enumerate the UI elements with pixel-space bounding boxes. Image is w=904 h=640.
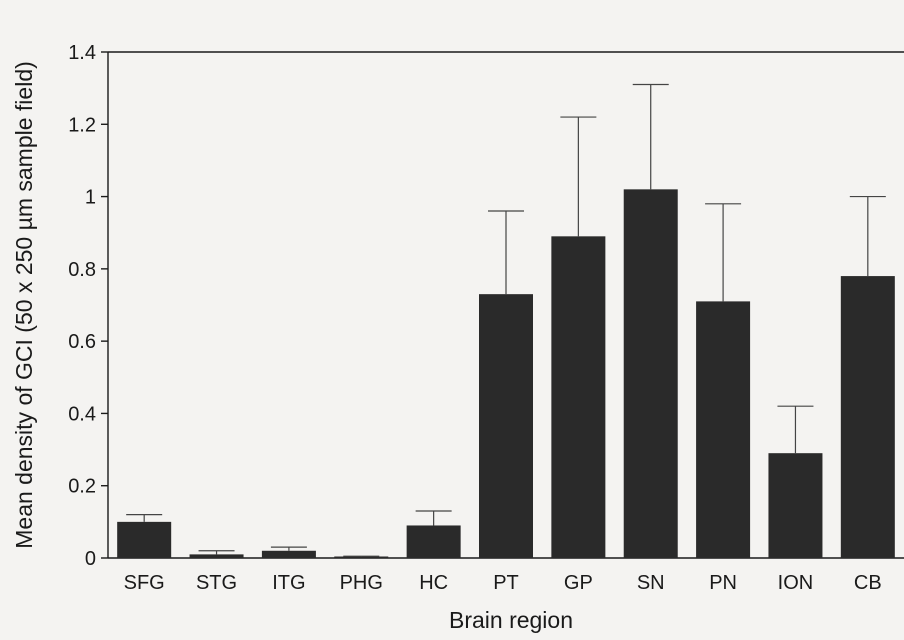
x-axis-ticks: SFG STG ITG PHG HC PT GP SN PN ION CB xyxy=(124,572,882,594)
bar-ion xyxy=(768,453,823,558)
bar-phg xyxy=(334,556,389,558)
y-tick-label: 1.4 xyxy=(68,42,96,64)
x-tick-label: ITG xyxy=(272,572,305,594)
x-tick-label: ION xyxy=(778,572,814,594)
bar-gp xyxy=(551,236,606,559)
bar-sfg xyxy=(117,521,172,558)
bars xyxy=(117,83,895,559)
bar-hc xyxy=(406,525,461,558)
bar-sn xyxy=(623,189,678,559)
x-axis-title: Brain region xyxy=(449,607,573,633)
bar-itg xyxy=(261,550,316,558)
y-tick-label: 0 xyxy=(85,548,96,570)
bar-pn xyxy=(696,301,751,558)
y-tick-label: 0.8 xyxy=(68,259,96,281)
y-axis-ticks: 0 0.2 0.4 0.6 0.8 1 1.2 1.4 xyxy=(68,42,108,570)
y-tick-label: 0.6 xyxy=(68,331,96,353)
y-tick-label: 0.2 xyxy=(68,476,96,498)
bar-cb xyxy=(840,276,895,558)
x-tick-label: PHG xyxy=(340,572,383,594)
x-tick-label: HC xyxy=(419,572,448,594)
y-tick-label: 0.4 xyxy=(68,403,96,425)
x-tick-label: CB xyxy=(854,572,882,594)
x-tick-label: GP xyxy=(564,572,593,594)
bar-pt xyxy=(479,294,533,558)
y-tick-label: 1.2 xyxy=(68,114,96,136)
bar-stg xyxy=(189,554,244,558)
x-tick-label: STG xyxy=(196,572,237,594)
x-tick-label: PT xyxy=(493,572,519,594)
y-tick-label: 1 xyxy=(85,187,96,209)
y-axis-title: Mean density of GCI (50 x 250 µm sample … xyxy=(11,61,37,549)
x-tick-label: SFG xyxy=(124,572,165,594)
x-tick-label: PN xyxy=(709,572,737,594)
x-tick-label: SN xyxy=(637,572,665,594)
